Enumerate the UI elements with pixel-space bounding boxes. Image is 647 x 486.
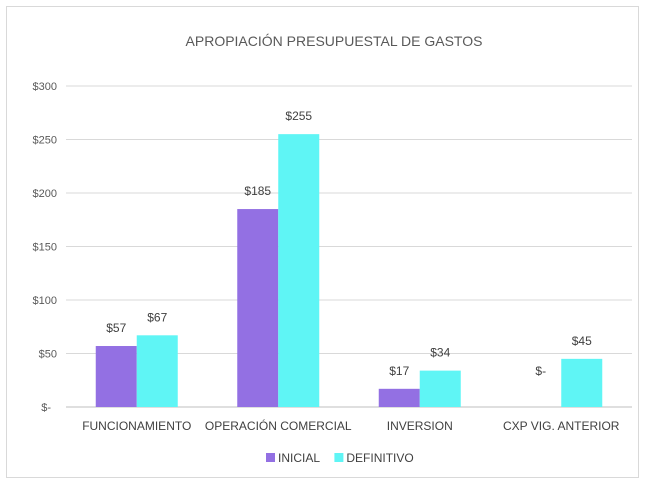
bar-inicial — [237, 209, 279, 407]
y-tick-label: $300 — [33, 81, 57, 93]
legend-swatch-inicial — [266, 453, 275, 462]
chart-title: APROPIACIÓN PRESUPUESTAL DE GASTOS — [186, 33, 483, 49]
y-tick-label: $50 — [39, 349, 57, 361]
y-tick-label: $- — [41, 402, 51, 414]
y-tick-label: $250 — [33, 135, 57, 147]
y-tick-label: $200 — [33, 188, 57, 200]
legend-swatch-definitivo — [334, 453, 344, 462]
data-label: $- — [535, 364, 546, 378]
data-label: $45 — [572, 334, 592, 348]
data-label: $57 — [106, 321, 126, 335]
bar-definitivo — [136, 335, 178, 407]
y-tick-label: $150 — [33, 242, 57, 254]
y-tick-label: $100 — [33, 295, 57, 307]
data-label: $17 — [389, 364, 409, 378]
x-tick-label: INVERSION — [387, 419, 453, 433]
bar-inicial — [378, 388, 420, 407]
data-label: $34 — [430, 346, 450, 360]
legend-label: DEFINITIVO — [346, 451, 413, 465]
x-tick-label: FUNCIONAMIENTO — [82, 419, 191, 433]
x-tick-label: OPERACIÓN COMERCIAL — [205, 418, 352, 433]
bar-inicial — [95, 346, 137, 407]
bar-definitivo — [419, 370, 461, 407]
data-label: $67 — [147, 310, 167, 324]
bar-definitivo — [278, 134, 320, 407]
bar-definitivo — [561, 358, 603, 407]
legend-label: INICIAL — [278, 451, 320, 465]
data-label: $185 — [244, 184, 271, 198]
x-tick-label: CXP VIG. ANTERIOR — [503, 419, 620, 433]
data-label: $255 — [285, 109, 312, 123]
